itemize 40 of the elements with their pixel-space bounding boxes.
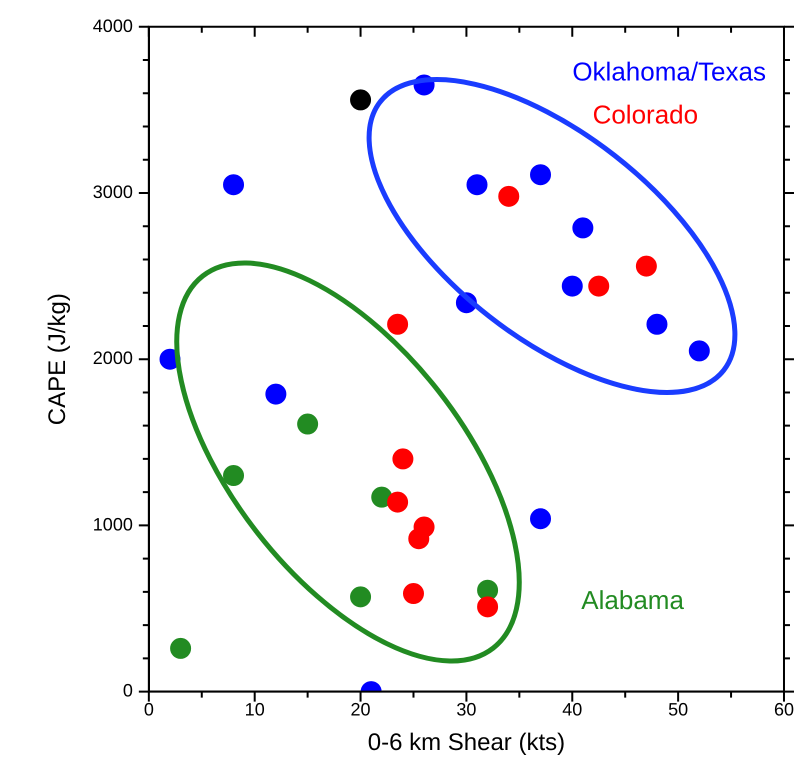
- point: [466, 174, 488, 196]
- point: [498, 186, 520, 207]
- y-axis-title: CAPE (J/kg): [44, 293, 72, 426]
- point: [572, 217, 594, 238]
- point: [408, 528, 430, 550]
- y-tick-label: 1000: [92, 514, 133, 534]
- point: [477, 596, 498, 618]
- point: [265, 384, 286, 405]
- point: [562, 276, 583, 297]
- text: Alabama: [581, 585, 684, 616]
- y-tick-label: 0: [122, 680, 133, 701]
- x-tick-label: 60: [774, 699, 794, 720]
- x-tick-label: 10: [244, 699, 265, 720]
- point: [646, 314, 668, 335]
- point: [350, 89, 372, 110]
- text: Colorado: [592, 100, 698, 130]
- point: [530, 164, 552, 186]
- y-tick-label: 4000: [92, 16, 133, 36]
- point: [588, 276, 610, 297]
- point: [223, 174, 244, 196]
- point: [688, 340, 710, 362]
- x-tick-label: 30: [456, 699, 476, 720]
- point: [170, 638, 192, 659]
- y-tick-label: 3000: [92, 182, 133, 202]
- x-tick-label: 50: [668, 699, 688, 720]
- x-axis-title: 0-6 km Shear (kts): [368, 729, 566, 756]
- point: [402, 583, 424, 604]
- x-tick-label: 0: [144, 699, 154, 720]
- point: [223, 465, 244, 486]
- point: [387, 492, 408, 513]
- point: [350, 586, 372, 608]
- x-tick-label: 40: [562, 699, 582, 720]
- x-tick-label: 20: [350, 699, 371, 720]
- point: [636, 256, 657, 277]
- point: [530, 508, 552, 530]
- point: [392, 448, 414, 470]
- y-tick-label: 2000: [92, 348, 133, 368]
- point: [297, 414, 318, 435]
- point: [387, 314, 408, 335]
- text: Oklahoma/Texas: [572, 56, 766, 87]
